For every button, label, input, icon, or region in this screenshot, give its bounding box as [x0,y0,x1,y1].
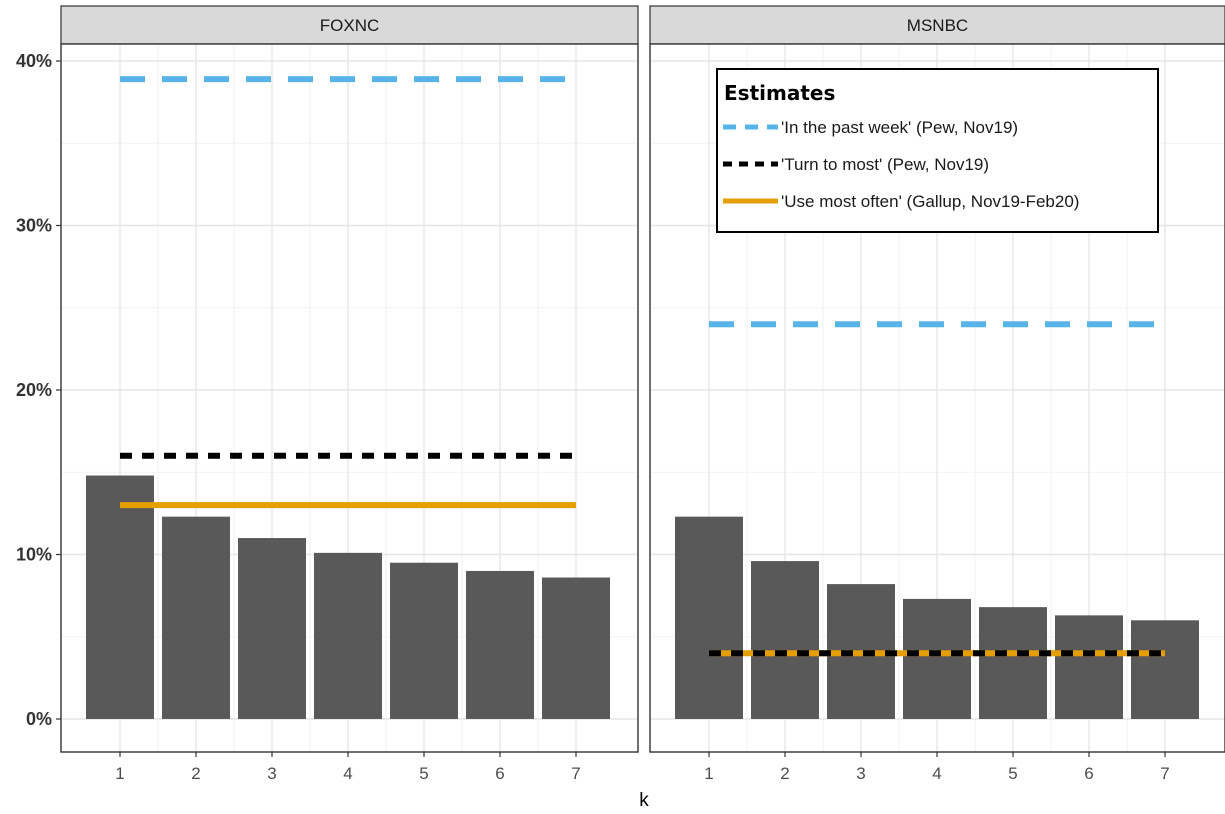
legend-entry-label: 'In the past week' (Pew, Nov19) [781,118,1018,137]
facet-strip-label: FOXNC [320,16,380,35]
x-tick-label: 6 [495,764,504,783]
facet-strip [649,5,1225,45]
bar-k2 [751,561,819,719]
legend: Estimates 'In the past week' (Pew, Nov19… [716,68,1159,233]
bar-k7 [542,577,610,719]
legend-entries: 'In the past week' (Pew, Nov19) 'Turn to … [723,118,1079,211]
panel-border [60,43,639,753]
x-tick-label: 7 [1160,764,1169,783]
x-tick-label: 1 [704,764,713,783]
bar-k1 [675,516,743,719]
y-tick-label: 40% [16,51,52,71]
x-tick-label: 5 [1008,764,1017,783]
legend-entry-label: 'Turn to most' (Pew, Nov19) [781,155,989,174]
x-tick-label: 3 [856,764,865,783]
x-tick-label: 1 [115,764,124,783]
bar-k5 [979,607,1047,719]
x-tick-label: 5 [419,764,428,783]
bar-k4 [314,552,382,719]
legend-box [716,68,1159,233]
facet-strip [60,5,639,45]
bar-k7 [1131,620,1199,719]
bar-k4 [903,598,971,719]
y-tick-label: 0% [26,709,52,729]
bar-k3 [238,538,306,719]
bar-k6 [466,570,534,719]
y-tick-label: 30% [16,216,52,236]
y-tick-label: 10% [16,545,52,565]
x-tick-label: 6 [1084,764,1093,783]
bar-k6 [1055,615,1123,719]
x-tick-label: 2 [191,764,200,783]
y-tick-label: 20% [16,380,52,400]
y-axis: 0% 10% 20% 30% 40% [16,51,61,729]
bar-k1 [86,475,154,719]
x-axis-title: k [639,790,649,811]
x-tick-label: 7 [571,764,580,783]
bar-k2 [162,516,230,719]
bar-k5 [390,562,458,719]
legend-title: Estimates [724,81,835,105]
x-tick-label: 3 [267,764,276,783]
x-tick-label: 4 [343,764,352,783]
x-tick-label: 2 [780,764,789,783]
facet-strip-label: MSNBC [907,16,968,35]
legend-entry-label: 'Use most often' (Gallup, Nov19-Feb20) [781,192,1079,211]
x-tick-label: 4 [932,764,941,783]
panel-foxnc: FOXNC 1 2 3 4 5 6 7 [60,5,639,783]
